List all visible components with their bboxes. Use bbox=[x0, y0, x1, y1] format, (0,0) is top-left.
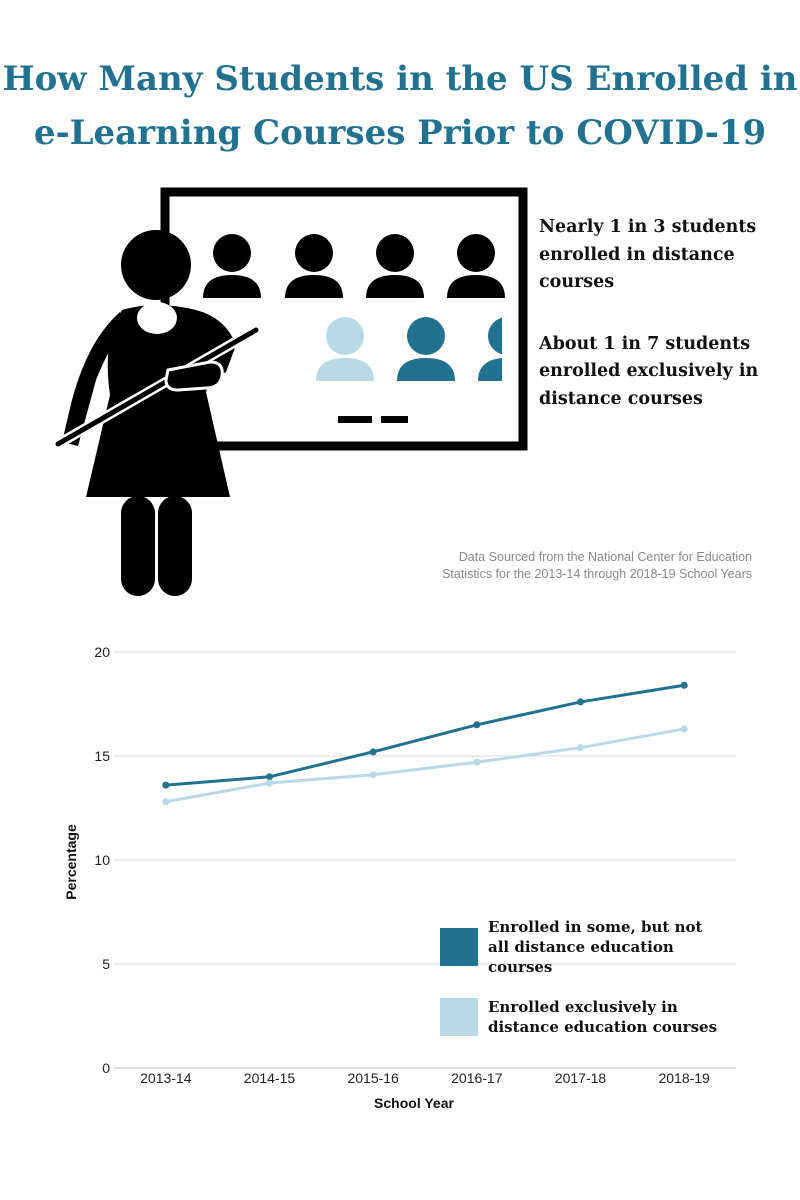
series-2-point bbox=[369, 771, 377, 779]
series-line-2 bbox=[165, 727, 685, 804]
stats-panel: Nearly 1 in 3 students enrolled in dista… bbox=[539, 214, 779, 447]
series-1-point bbox=[680, 681, 688, 689]
title-line-1: How Many Students in the US Enrolled in bbox=[2, 59, 798, 99]
x-tick-label: 2015-16 bbox=[347, 1070, 399, 1086]
y-tick-label: 0 bbox=[102, 1060, 110, 1076]
series-1-point bbox=[473, 721, 481, 729]
legend-swatch-exclusive bbox=[440, 998, 478, 1036]
student-icon bbox=[447, 234, 505, 298]
y-tick-label: 10 bbox=[94, 852, 110, 868]
legend-item-exclusive: Enrolled exclusively in distance educati… bbox=[440, 997, 760, 1037]
page-title: How Many Students in the US Enrolled in … bbox=[0, 52, 800, 160]
data-source-note: Data Sourced from the National Center fo… bbox=[352, 549, 752, 583]
student-icon bbox=[366, 234, 424, 298]
teacher-illustration bbox=[53, 187, 528, 596]
student-icon bbox=[285, 234, 343, 298]
student-icon bbox=[478, 317, 502, 381]
legend-label-exclusive: Enrolled exclusively in distance educati… bbox=[488, 998, 718, 1036]
source-line-1: Data Sourced from the National Center fo… bbox=[458, 550, 752, 564]
chart-legend: Enrolled in some, but not all distance e… bbox=[440, 917, 760, 1057]
x-tick-label: 2017-18 bbox=[555, 1070, 607, 1086]
series-2-point bbox=[266, 779, 273, 787]
x-tick-label: 2014-15 bbox=[244, 1070, 296, 1086]
source-line-2: Statistics for the 2013-14 through 2018-… bbox=[442, 567, 752, 581]
series-2-point bbox=[680, 725, 688, 733]
series-1-point bbox=[162, 781, 170, 789]
y-axis-label: Percentage bbox=[63, 824, 79, 900]
legend-swatch-some-courses bbox=[440, 928, 478, 966]
legend-label-some-courses: Enrolled in some, but not all distance e… bbox=[488, 918, 703, 976]
y-tick-label: 15 bbox=[94, 748, 110, 764]
y-tick-label: 5 bbox=[102, 956, 110, 972]
stat-exclusive-distance: About 1 in 7 students enrolled exclusive… bbox=[539, 333, 759, 409]
student-icon bbox=[203, 234, 261, 298]
series-line-1 bbox=[165, 683, 685, 787]
series-1-point bbox=[266, 773, 273, 781]
title-line-2: e-Learning Courses Prior to COVID-19 bbox=[33, 113, 767, 153]
x-tick-label: 2013-14 bbox=[140, 1070, 192, 1086]
x-axis-label: School Year bbox=[374, 1095, 454, 1111]
x-tick-label: 2016-17 bbox=[451, 1070, 503, 1086]
series-1-point bbox=[369, 748, 377, 756]
series-2-point bbox=[162, 798, 170, 806]
legend-item-some-courses: Enrolled in some, but not all distance e… bbox=[440, 917, 760, 977]
student-icon bbox=[397, 317, 455, 381]
stat-distance-courses: Nearly 1 in 3 students enrolled in dista… bbox=[539, 217, 757, 292]
y-tick-label: 20 bbox=[94, 644, 110, 660]
enrollment-line-chart: 0 5 10 15 20 2013-14 2014-15 2015-16 2016-17 2017… bbox=[63, 644, 736, 1111]
series-2-point bbox=[473, 758, 481, 766]
student-icon bbox=[316, 317, 374, 381]
x-tick-label: 2018-19 bbox=[658, 1070, 710, 1086]
teacher-icon bbox=[53, 230, 261, 596]
series-2-point bbox=[577, 744, 584, 752]
series-1-point bbox=[577, 698, 584, 706]
